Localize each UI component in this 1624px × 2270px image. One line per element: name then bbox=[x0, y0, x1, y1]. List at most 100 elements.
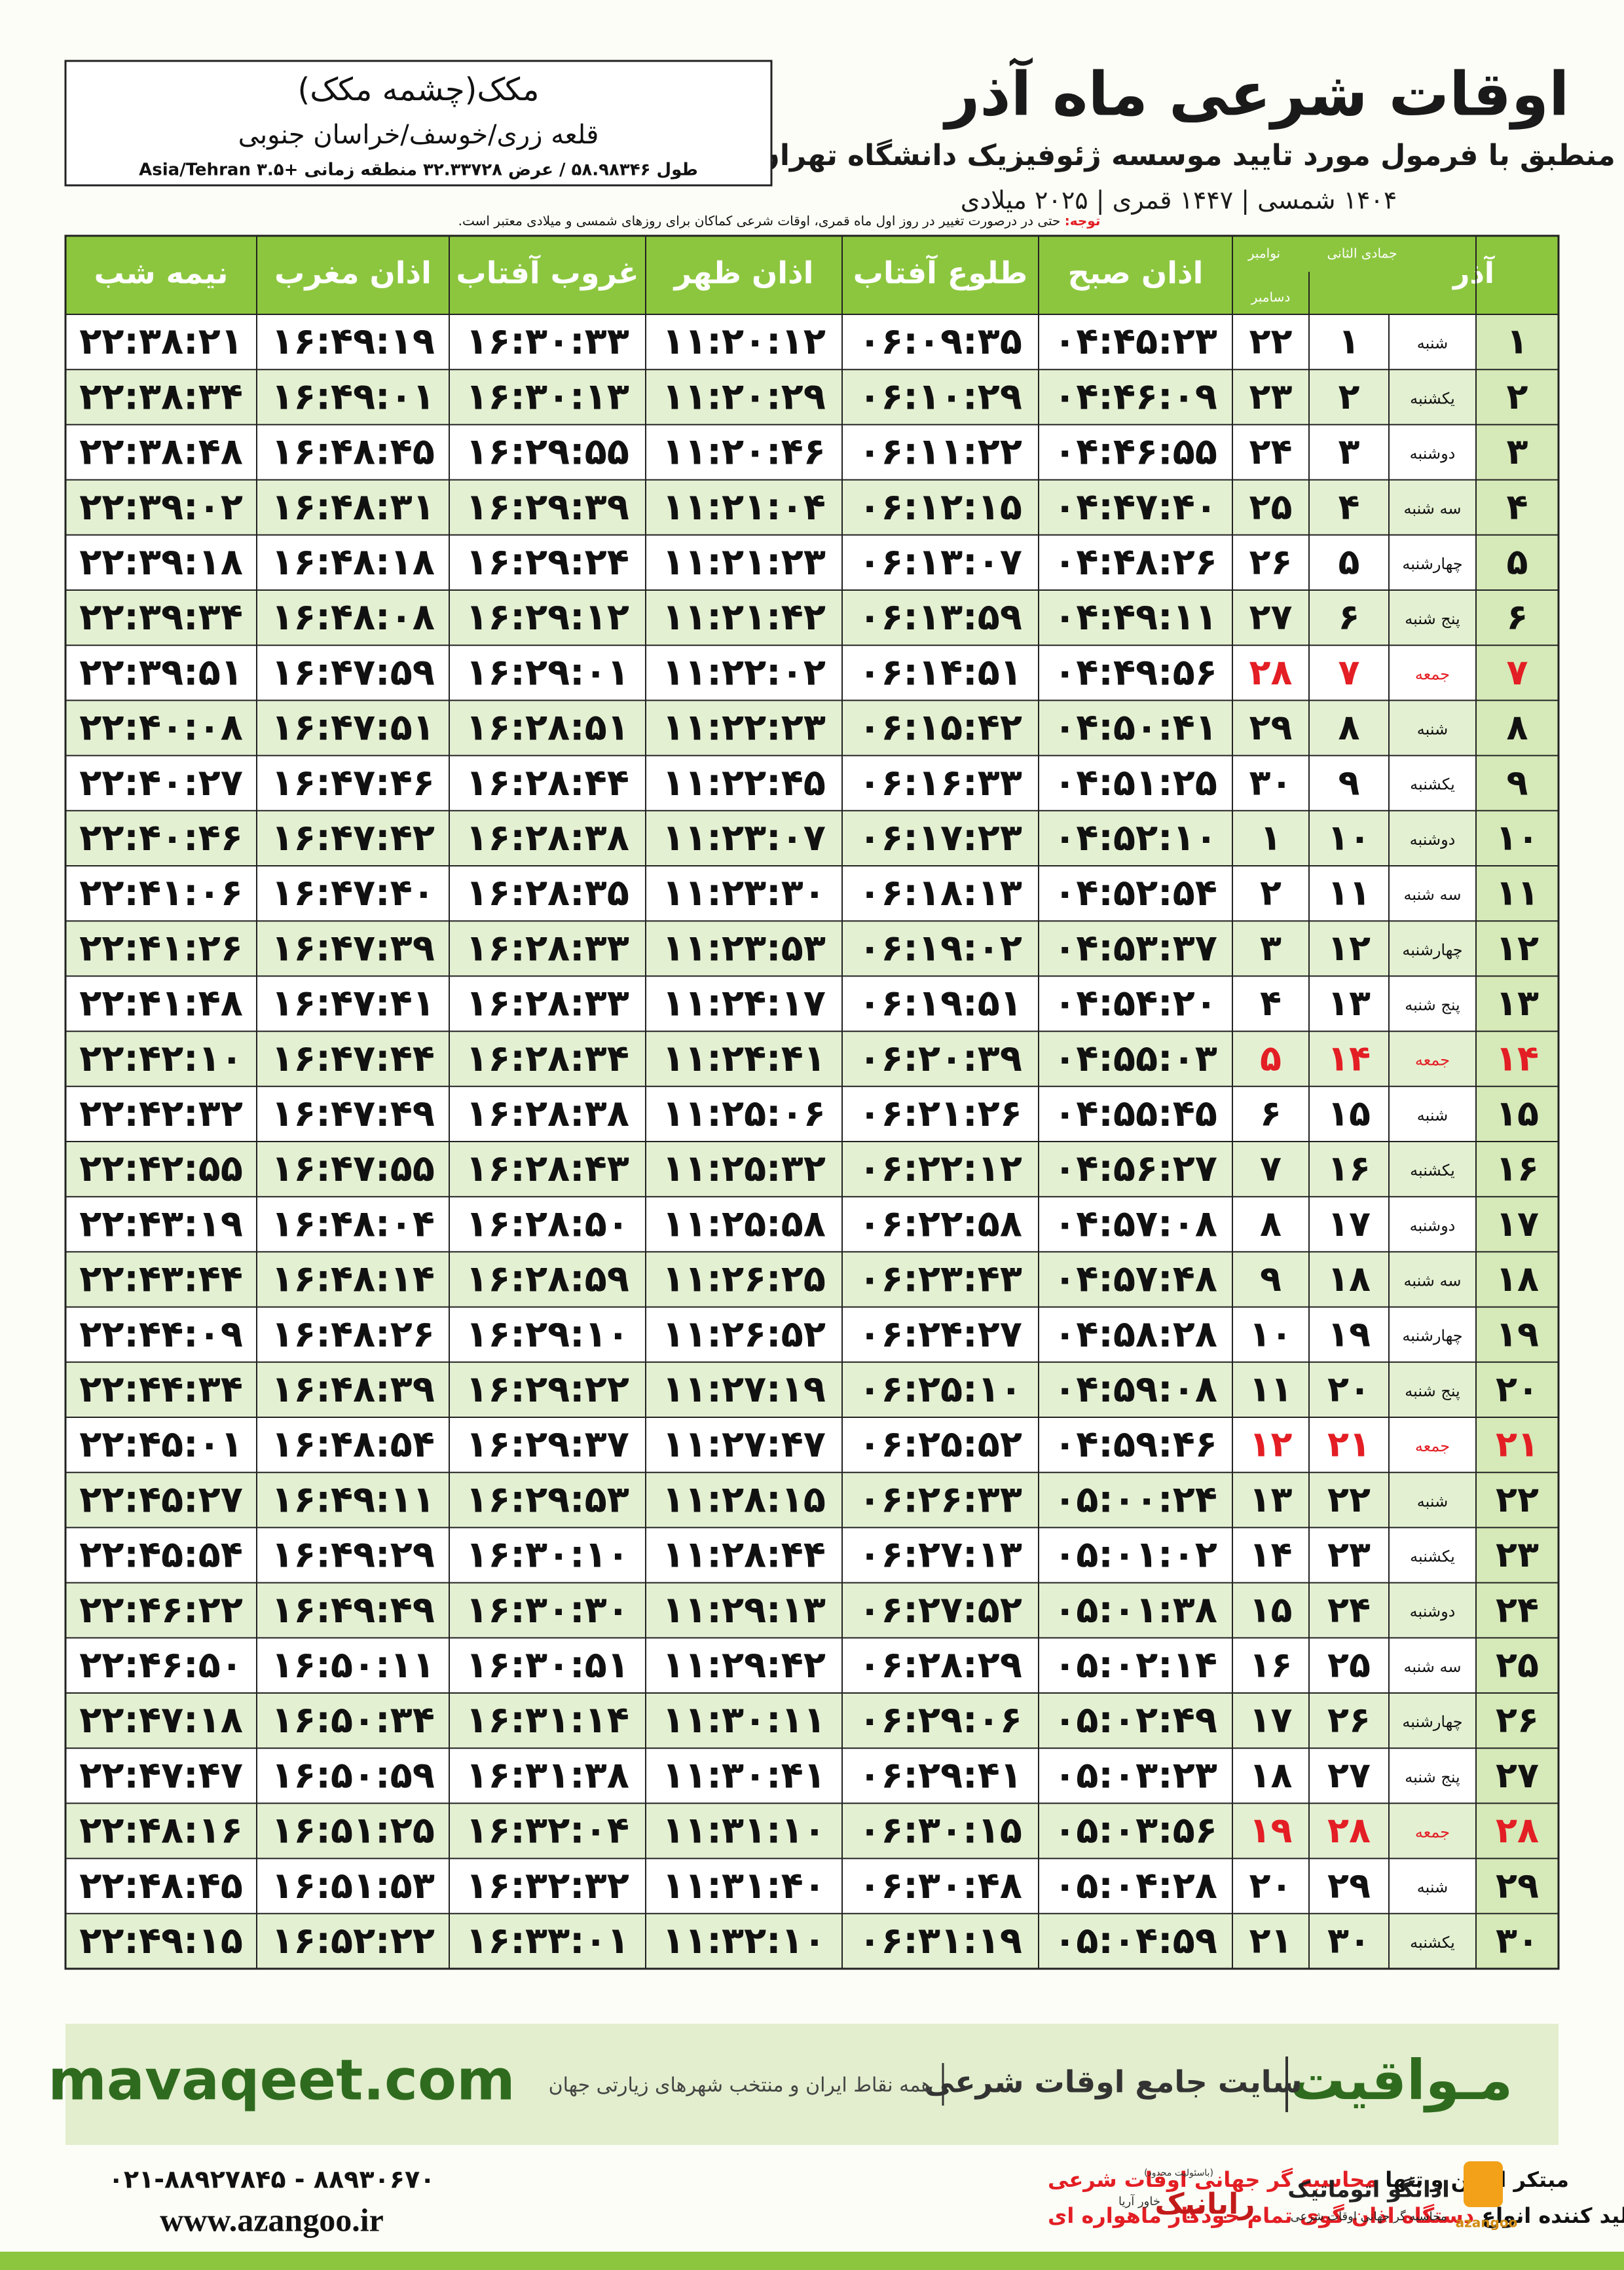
day-bg bbox=[1476, 1637, 1559, 1693]
time-cell: ۱۱:۲۲:۴۵ bbox=[662, 762, 826, 804]
date-cell: ۲۶ bbox=[1249, 542, 1293, 583]
location-box bbox=[64, 60, 773, 187]
time-cell: ۲۲:۴۱:۰۶ bbox=[79, 872, 243, 914]
time-cell: ۰۵:۰۳:۲۳ bbox=[1054, 1754, 1217, 1796]
date-cell: ۱۷ bbox=[1496, 1203, 1539, 1244]
day-bg bbox=[1476, 1142, 1559, 1197]
date-cell: ۱۴ bbox=[1327, 1037, 1371, 1079]
date-cell: ۵ bbox=[1260, 1037, 1282, 1079]
date-cell: ۲۹ bbox=[1496, 1865, 1539, 1906]
time-cell: ۱۶:۴۷:۴۱ bbox=[271, 982, 435, 1025]
time-cell: ۰۴:۵۷:۴۸ bbox=[1054, 1258, 1217, 1301]
date-cell: ۲۱ bbox=[1496, 1424, 1539, 1465]
contact-line1-red: محاسبه گر جهانی اوقات شرعی bbox=[1048, 2167, 1378, 2192]
weekday: شنبه bbox=[1417, 1878, 1448, 1897]
date-cell: ۲۹ bbox=[1327, 1865, 1371, 1906]
date-cell: ۷ bbox=[1507, 652, 1528, 693]
header-cell: اذان ظهر bbox=[673, 255, 814, 291]
footer-brand: مـواقیت bbox=[1290, 2048, 1513, 2113]
contact-line2: و تولید کننده انواع bbox=[1481, 2203, 1624, 2228]
weekday: دوشنبه bbox=[1410, 1603, 1456, 1621]
time-cell: ۱۱:۲۸:۴۴ bbox=[662, 1534, 826, 1576]
date-cell: ۴ bbox=[1338, 486, 1360, 527]
date-cell: ۲۶ bbox=[1327, 1700, 1371, 1741]
date-cell: ۱۱ bbox=[1496, 872, 1539, 914]
time-cell: ۲۲:۳۹:۱۸ bbox=[79, 541, 243, 584]
time-cell: ۰۶:۲۱:۲۶ bbox=[858, 1092, 1022, 1135]
time-cell: ۰۵:۰۳:۵۶ bbox=[1054, 1810, 1217, 1852]
header-cell: غروب آفتاب bbox=[456, 255, 638, 291]
time-cell: ۱۶:۴۹:۱۱ bbox=[271, 1478, 435, 1521]
time-cell: ۱۱:۲۷:۱۹ bbox=[662, 1368, 826, 1411]
time-cell: ۰۶:۲۵:۵۲ bbox=[858, 1423, 1022, 1466]
time-cell: ۰۵:۰۱:۰۲ bbox=[1054, 1534, 1217, 1576]
day-bg bbox=[1476, 1527, 1559, 1583]
time-cell: ۱۱:۲۲:۰۲ bbox=[662, 651, 826, 694]
time-cell: ۱۶:۲۸:۴۴ bbox=[466, 762, 629, 804]
footer-band bbox=[65, 2024, 1559, 2145]
date-cell: ۴ bbox=[1260, 982, 1282, 1024]
date-cell: ۱ bbox=[1507, 321, 1528, 362]
time-cell: ۱۱:۲۵:۰۶ bbox=[662, 1092, 826, 1135]
time-cell: ۱۱:۲۲:۲۳ bbox=[662, 707, 826, 749]
note: توجه: حتی در درصورت تغییر در روز اول ماه… bbox=[458, 213, 1101, 229]
time-cell: ۰۶:۲۹:۰۶ bbox=[858, 1699, 1022, 1741]
time-cell: ۰۴:۵۵:۴۵ bbox=[1054, 1092, 1217, 1135]
weekday: شنبه bbox=[1417, 720, 1448, 739]
time-cell: ۲۲:۴۲:۱۰ bbox=[79, 1037, 243, 1080]
time-cell: ۲۲:۳۸:۳۴ bbox=[79, 375, 243, 418]
time-cell: ۰۴:۵۷:۰۸ bbox=[1054, 1202, 1217, 1245]
time-cell: ۱۶:۴۷:۵۵ bbox=[271, 1147, 435, 1190]
date-cell: ۲۹ bbox=[1249, 707, 1293, 748]
bottom-stripe bbox=[0, 2252, 1624, 2270]
header-cell: نیمه شب bbox=[94, 255, 229, 291]
time-cell: ۱۶:۳۰:۳۳ bbox=[466, 320, 629, 363]
time-cell: ۲۲:۴۴:۳۴ bbox=[79, 1368, 243, 1411]
footer-site: mavaqeet.com bbox=[48, 2047, 515, 2113]
logo1-note: (باسئولیت محدود) bbox=[1144, 2168, 1213, 2178]
time-cell: ۱۶:۳۲:۰۴ bbox=[466, 1810, 629, 1852]
time-cell: ۱۶:۲۹:۰۱ bbox=[466, 651, 629, 694]
time-cell: ۱۶:۲۸:۵۰ bbox=[466, 1202, 629, 1245]
logo3: azangoo bbox=[1456, 2215, 1518, 2231]
day-bg bbox=[1476, 1693, 1559, 1749]
contact-line2-red: دستگاه اذان گوی تمام خودکار ماهواره ای bbox=[1048, 2203, 1474, 2228]
weekday: پنج شنبه bbox=[1405, 1382, 1460, 1400]
weekday: چهارشنبه bbox=[1402, 940, 1462, 959]
day-bg bbox=[1476, 1472, 1559, 1528]
time-cell: ۱۶:۴۸:۴۵ bbox=[271, 431, 435, 474]
location-coords: طول ۵۸.۹۸۳۴۶ / عرض ۳۲.۳۳۷۲۸ منطقه زمانی … bbox=[139, 160, 698, 180]
time-cell: ۰۵:۰۲:۴۹ bbox=[1054, 1699, 1217, 1741]
date-cell: ۶ bbox=[1338, 597, 1360, 638]
header-cell: نوامبر bbox=[1247, 246, 1280, 261]
time-cell: ۱۱:۲۶:۵۲ bbox=[662, 1313, 826, 1356]
date-cell: ۱۱ bbox=[1327, 872, 1371, 914]
time-cell: ۱۱:۳۰:۱۱ bbox=[662, 1699, 826, 1741]
logo2-sub: محاسبه گر جهانی اوقات شرعی bbox=[1291, 2209, 1447, 2223]
weekday: یکشنبه bbox=[1410, 1933, 1455, 1952]
day-bg bbox=[1476, 976, 1559, 1032]
weekday: یکشنبه bbox=[1410, 1161, 1455, 1180]
weekday: جمعه bbox=[1415, 1823, 1450, 1842]
time-cell: ۱۶:۲۹:۳۷ bbox=[466, 1423, 629, 1466]
time-cell: ۱۱:۲۵:۵۸ bbox=[662, 1202, 826, 1245]
date-cell: ۲۷ bbox=[1249, 597, 1293, 638]
time-cell: ۱۶:۲۹:۲۴ bbox=[466, 541, 629, 584]
time-cell: ۰۵:۰۰:۲۴ bbox=[1054, 1478, 1217, 1521]
time-cell: ۲۲:۴۶:۵۰ bbox=[79, 1644, 243, 1686]
day-bg bbox=[1476, 1913, 1559, 1969]
date-cell: ۱۴ bbox=[1249, 1534, 1293, 1575]
weekday: سه شنبه bbox=[1403, 1658, 1461, 1676]
time-cell: ۲۲:۴۰:۲۷ bbox=[79, 762, 243, 804]
date-cell: ۱۲ bbox=[1249, 1424, 1293, 1465]
date-cell: ۲۱ bbox=[1327, 1424, 1371, 1465]
date-cell: ۲۸ bbox=[1249, 652, 1293, 693]
subtitle: منطبق با فرمول مورد تایید موسسه ژئوفیزیک… bbox=[755, 138, 1615, 172]
date-cell: ۶ bbox=[1507, 597, 1528, 638]
time-cell: ۰۴:۴۷:۴۰ bbox=[1054, 486, 1217, 529]
time-cell: ۰۶:۱۹:۰۲ bbox=[858, 927, 1022, 969]
time-cell: ۱۶:۲۸:۳۸ bbox=[466, 1092, 629, 1135]
time-cell: ۱۶:۴۸:۰۴ bbox=[271, 1202, 435, 1245]
time-cell: ۱۶:۵۱:۵۳ bbox=[271, 1865, 435, 1907]
header-cell: جمادی الثانی bbox=[1327, 246, 1397, 261]
